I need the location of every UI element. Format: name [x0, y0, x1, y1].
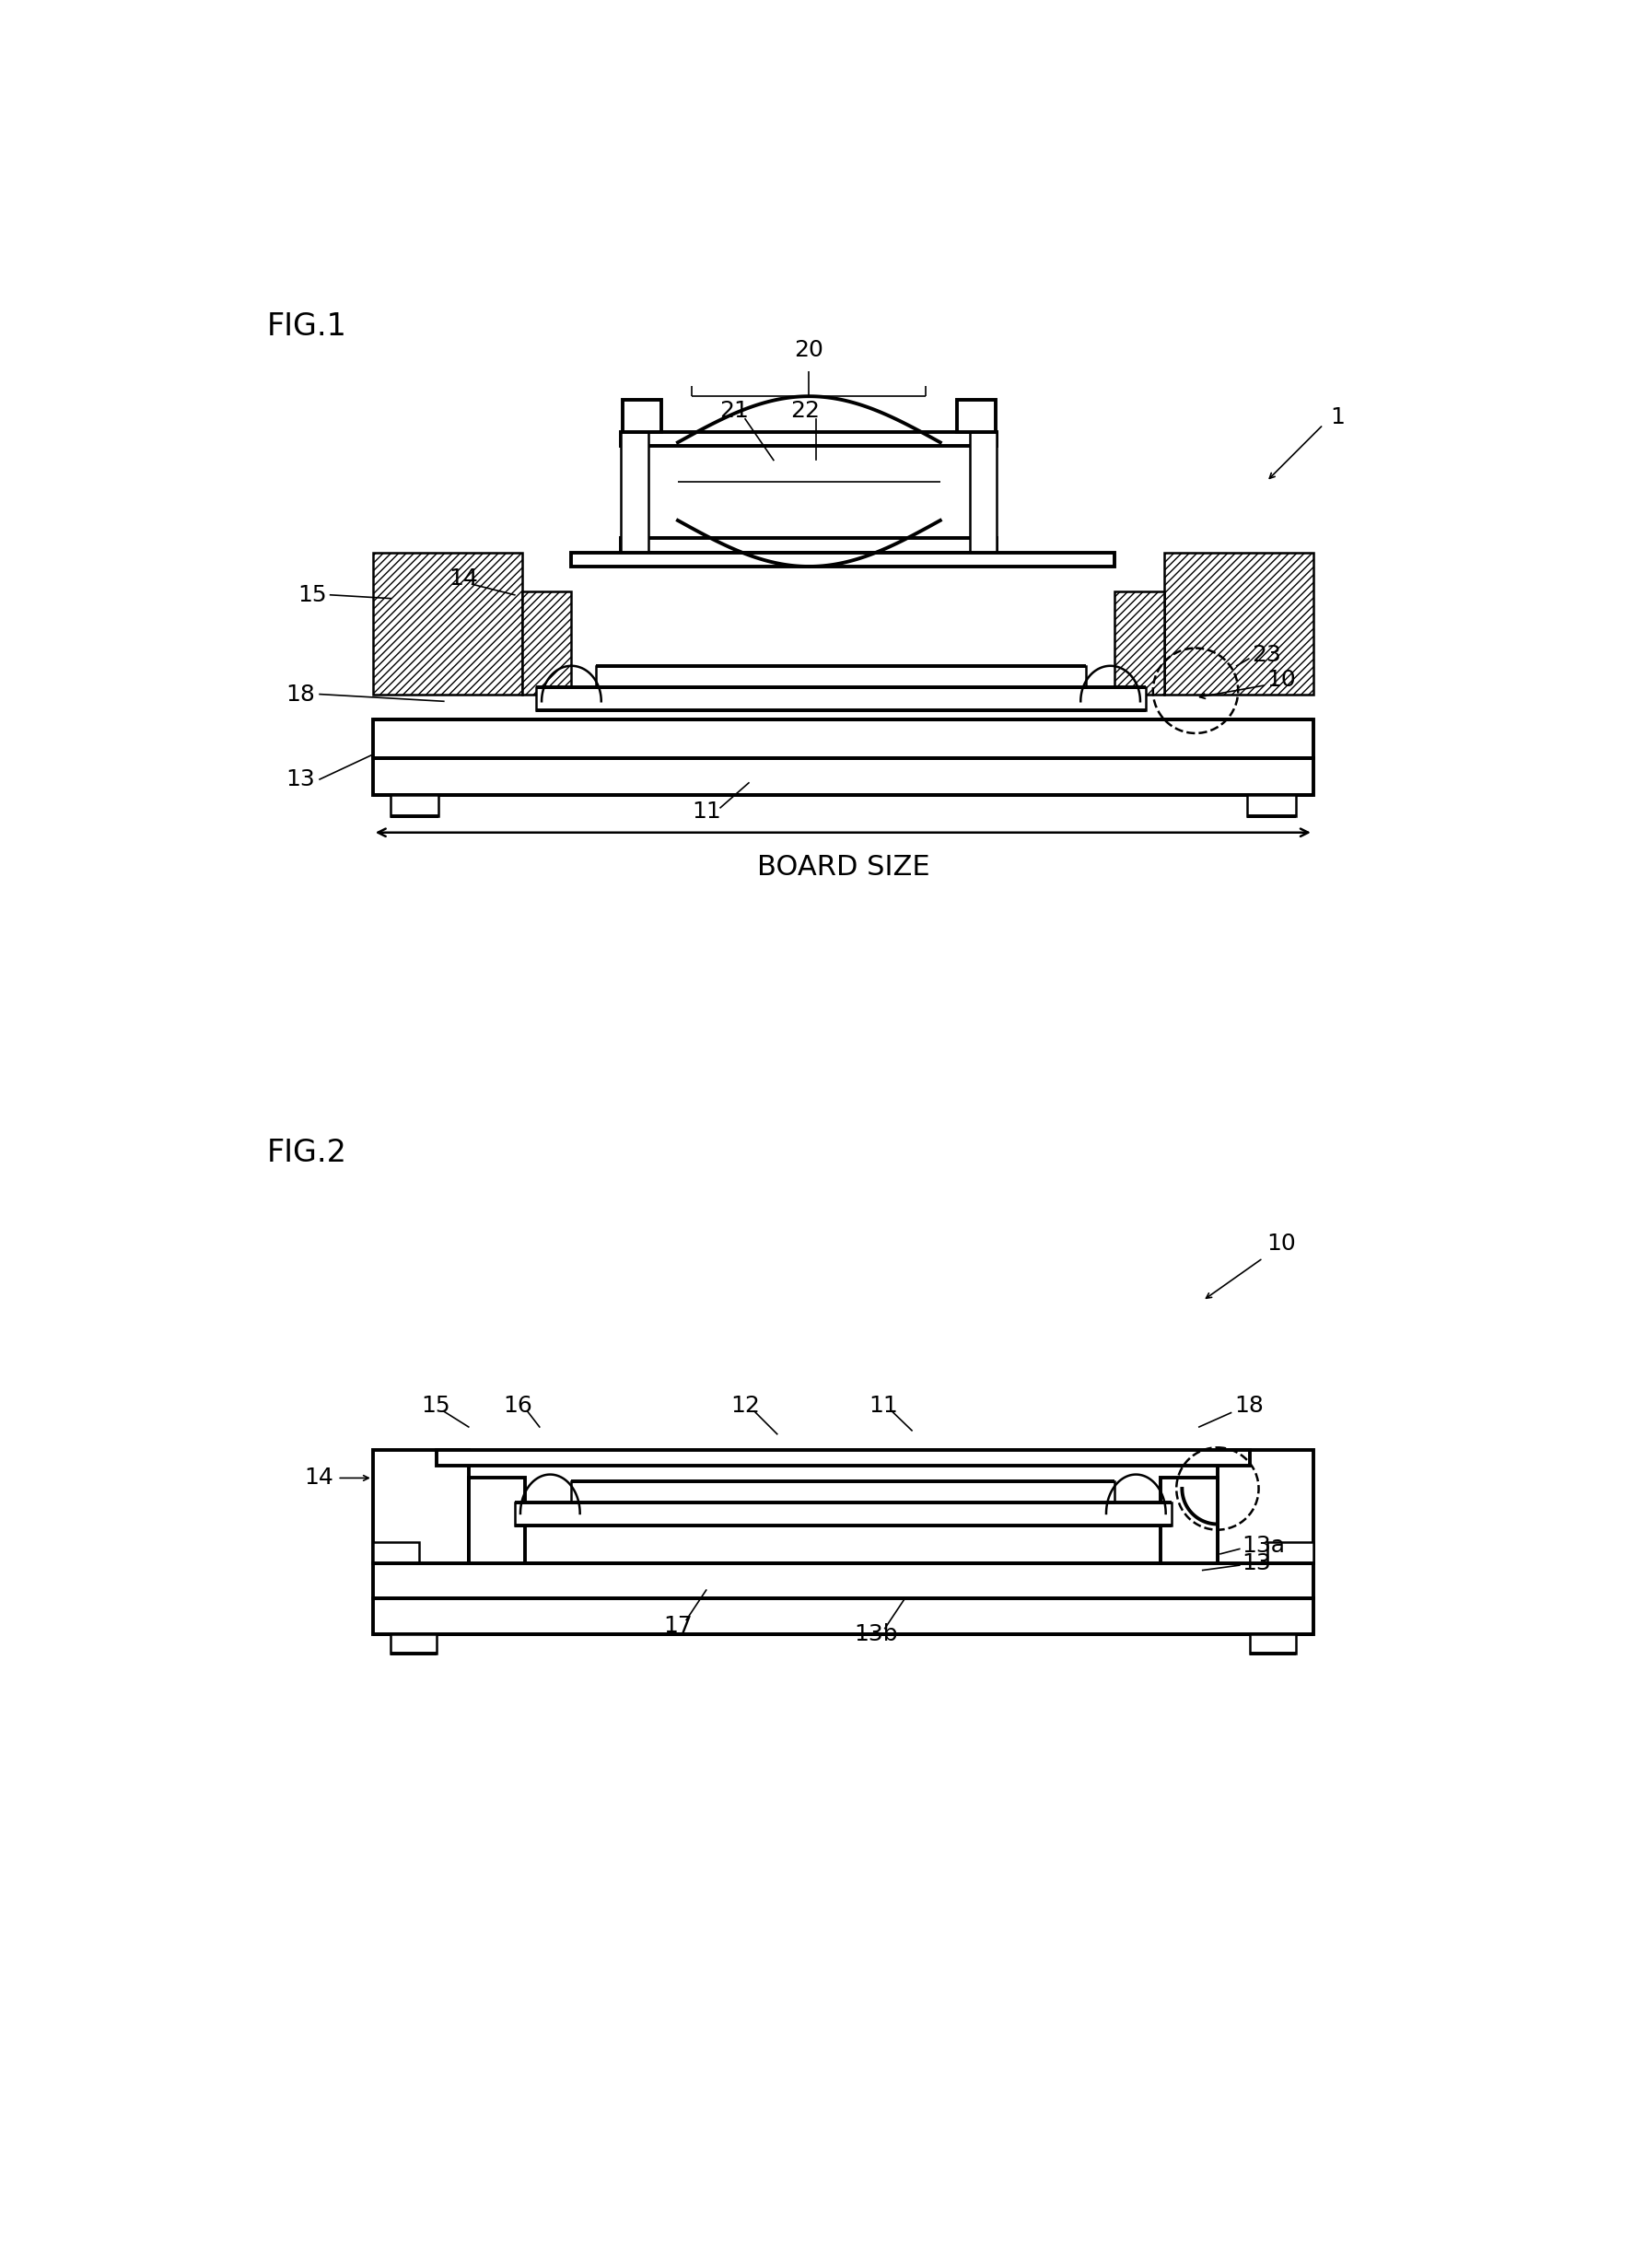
- Bar: [390, 794, 439, 816]
- Bar: [515, 1504, 1171, 1526]
- Text: 13: 13: [1242, 1551, 1272, 1574]
- Text: 22: 22: [791, 399, 821, 422]
- Bar: [622, 431, 648, 553]
- Text: 13b: 13b: [854, 1624, 898, 1644]
- Bar: [373, 1542, 419, 1563]
- Bar: [622, 431, 997, 447]
- Bar: [1161, 1479, 1217, 1563]
- Bar: [956, 399, 995, 431]
- Bar: [1250, 1633, 1296, 1653]
- Bar: [571, 553, 1115, 567]
- Text: 13: 13: [286, 769, 314, 789]
- Bar: [521, 592, 571, 694]
- Text: FIG.2: FIG.2: [266, 1139, 347, 1168]
- Text: 17: 17: [663, 1615, 693, 1637]
- Bar: [971, 431, 997, 553]
- Text: 1: 1: [1331, 406, 1346, 429]
- Text: 15: 15: [298, 583, 327, 606]
- Text: 14: 14: [449, 567, 479, 590]
- Bar: [622, 538, 997, 553]
- Text: BOARD SIZE: BOARD SIZE: [757, 853, 929, 880]
- Bar: [373, 1449, 469, 1563]
- Text: FIG.1: FIG.1: [266, 311, 347, 342]
- Text: 18: 18: [285, 683, 314, 705]
- Bar: [1267, 1542, 1313, 1563]
- Text: 23: 23: [1252, 644, 1281, 667]
- Text: 13a: 13a: [1242, 1535, 1285, 1556]
- Text: 10: 10: [1267, 669, 1296, 692]
- Text: 18: 18: [1234, 1395, 1263, 1418]
- Text: 11: 11: [869, 1395, 898, 1418]
- Bar: [469, 1479, 525, 1563]
- Bar: [571, 1481, 1115, 1504]
- Text: 10: 10: [1267, 1234, 1296, 1254]
- Bar: [536, 687, 1147, 710]
- Bar: [1217, 1449, 1313, 1563]
- Bar: [1115, 592, 1165, 694]
- Bar: [373, 1563, 1313, 1599]
- Bar: [595, 667, 1086, 687]
- Text: 16: 16: [503, 1395, 533, 1418]
- Bar: [436, 1449, 1250, 1465]
- Text: 20: 20: [795, 340, 824, 361]
- Bar: [1247, 794, 1296, 816]
- Text: 14: 14: [304, 1467, 334, 1490]
- Text: 11: 11: [691, 801, 721, 823]
- Bar: [1165, 553, 1313, 694]
- Text: 12: 12: [730, 1395, 760, 1418]
- Text: 21: 21: [721, 399, 748, 422]
- Bar: [622, 399, 661, 431]
- Bar: [373, 1599, 1313, 1633]
- Bar: [373, 719, 1313, 758]
- Bar: [373, 758, 1313, 794]
- Text: 15: 15: [421, 1395, 449, 1418]
- Bar: [390, 1633, 436, 1653]
- Bar: [373, 553, 521, 694]
